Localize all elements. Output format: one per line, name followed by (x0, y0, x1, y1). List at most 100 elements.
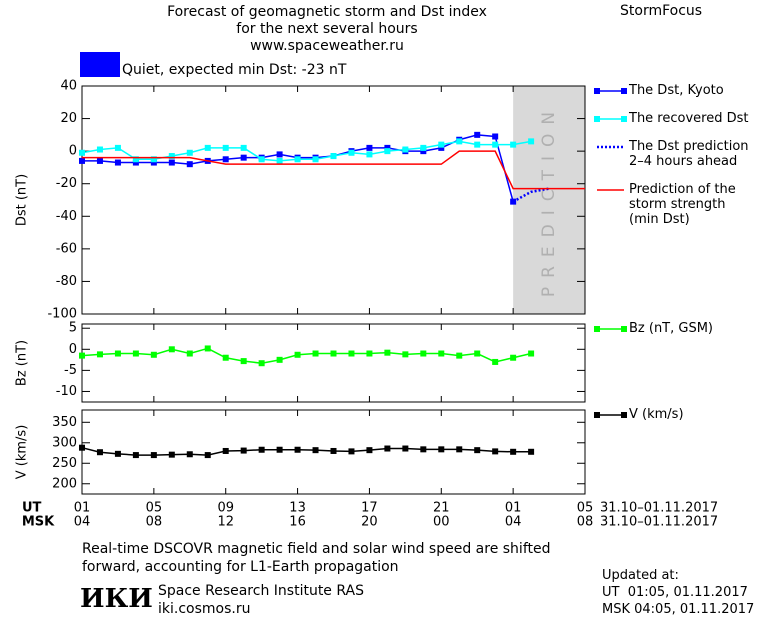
y-tick-label: 200 (52, 476, 77, 491)
data-point (402, 146, 409, 153)
data-point (79, 157, 85, 164)
data-point (366, 151, 373, 158)
data-point (258, 156, 265, 163)
series-line (81, 347, 532, 364)
data-point (402, 445, 409, 452)
data-point (204, 452, 211, 459)
data-point (132, 159, 139, 166)
footnote: Real-time DSCOVR magnetic field and sola… (82, 541, 551, 575)
legend-marker (594, 88, 600, 94)
x-tick-label: 01 (505, 501, 522, 516)
data-point (510, 198, 517, 205)
site: iki.cosmos.ru (158, 601, 251, 617)
series-line (82, 150, 585, 190)
data-point (79, 352, 85, 359)
data-point (312, 447, 319, 454)
x-tick-label: 09 (217, 501, 234, 516)
data-point (204, 144, 211, 151)
brand: StormFocus (620, 3, 703, 19)
data-point (240, 144, 247, 151)
y-axis-label: V (km/s) (15, 425, 30, 480)
legend-label: Prediction of the storm strength (min Ds… (629, 182, 736, 227)
data-point (204, 345, 211, 352)
y-tick-label: -100 (47, 307, 77, 322)
status-text: Quiet, expected min Dst: -23 nT (122, 62, 347, 78)
y-tick-label: 350 (52, 415, 77, 430)
data-point (114, 450, 121, 457)
data-point (456, 352, 463, 359)
data-point (438, 350, 445, 357)
data-point (240, 358, 247, 365)
data-point (402, 351, 409, 358)
data-point (96, 146, 103, 153)
data-point (420, 144, 427, 151)
institute: Space Research Institute RAS (158, 583, 364, 599)
x-tick-label: 21 (433, 501, 450, 516)
data-point (474, 131, 481, 138)
data-point (168, 153, 175, 160)
data-point (348, 149, 355, 156)
date-range: 31.10–01.11.2017 (600, 515, 718, 530)
data-point (384, 445, 391, 452)
data-point (510, 448, 517, 455)
series-line (512, 187, 550, 203)
legend-marker (594, 412, 600, 418)
data-point (492, 133, 499, 140)
data-point (240, 447, 247, 454)
data-point (114, 159, 121, 166)
data-point (438, 446, 445, 453)
y-tick-label: -5 (64, 363, 77, 378)
x-axis-label: UT (22, 501, 42, 516)
data-point (150, 351, 157, 358)
data-point (168, 346, 175, 353)
data-point (420, 148, 427, 155)
x-tick-label: 12 (217, 515, 234, 530)
data-point (366, 144, 373, 151)
x-tick-label: 04 (74, 515, 91, 530)
legend-label: V (km/s) (629, 407, 684, 422)
y-tick-label: -20 (56, 176, 77, 191)
data-point (79, 444, 85, 451)
data-point (312, 156, 319, 163)
legend-marker (594, 116, 600, 122)
data-point (438, 141, 445, 148)
data-point (456, 446, 463, 453)
y-axis-label: Bz (nT) (15, 340, 30, 386)
data-point (186, 451, 193, 458)
x-tick-label: 00 (433, 515, 450, 530)
data-point (96, 157, 103, 164)
data-point (96, 449, 103, 456)
data-point (510, 141, 517, 148)
logo: ИКИ (80, 584, 153, 614)
data-point (186, 149, 193, 156)
data-point (294, 446, 301, 453)
data-point (96, 351, 103, 358)
x-tick-label: 16 (289, 515, 306, 530)
data-point (132, 350, 139, 357)
y-tick-label: -60 (56, 241, 77, 256)
legend-marker (621, 116, 627, 122)
prediction-label: PREDICTION (539, 103, 559, 297)
data-point (456, 138, 463, 145)
prediction-zone (513, 86, 585, 314)
date-range: 31.10–01.11.2017 (600, 501, 718, 516)
x-tick-label: 17 (361, 501, 378, 516)
x-tick-label: 05 (577, 501, 594, 516)
data-point (474, 141, 481, 148)
data-point (528, 448, 535, 455)
data-point (330, 153, 337, 160)
x-tick-label: 13 (289, 501, 306, 516)
data-point (492, 448, 499, 455)
plot-frame (81, 323, 586, 403)
data-point (294, 156, 301, 163)
data-point (438, 144, 445, 151)
y-tick-label: 40 (60, 79, 77, 94)
series-line (82, 134, 514, 202)
data-point (492, 141, 499, 148)
data-point (186, 350, 193, 357)
legend-marker (621, 326, 627, 332)
data-point (384, 148, 391, 155)
data-point (276, 151, 283, 158)
data-point (384, 349, 391, 356)
